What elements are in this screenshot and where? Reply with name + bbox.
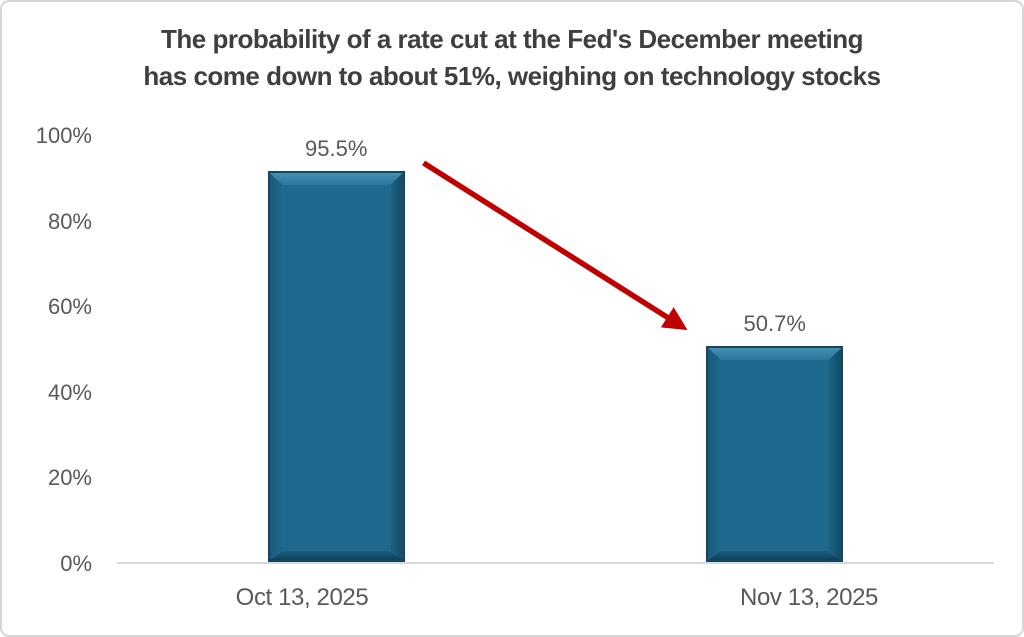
bar-group-nov-13: 50.7% Nov 13, 2025 (706, 136, 878, 611)
y-axis-tick-100: 100% (35, 123, 92, 148)
bar-bevel-shade-right (829, 348, 841, 560)
bar-data-label: 50.7% (743, 311, 806, 337)
bar-oct-13 (267, 171, 405, 562)
bar-bevel-shade-left (708, 348, 720, 560)
chart-title-line-2: has come down to about 51%, weighing on … (143, 61, 881, 91)
y-axis-tick-0: 0% (60, 551, 92, 576)
y-axis-tick-20: 20% (47, 465, 92, 490)
chart-title: The probability of a rate cut at the Fed… (2, 21, 1022, 95)
bar-nov-13 (706, 346, 844, 562)
plot-area: 100% 80% 60% 40% 20% 0% 95.5% Oct 13, 20… (36, 123, 994, 611)
chart-title-line-1: The probability of a rate cut at the Fed… (161, 24, 863, 54)
y-axis-tick-40: 40% (47, 380, 92, 405)
bar-bevel-shade-bottom (708, 551, 841, 560)
y-axis-tick-80: 80% (47, 209, 92, 234)
bar-bevel-shade-left (270, 173, 282, 560)
x-axis-label-nov-13: Nov 13, 2025 (740, 584, 878, 611)
bar-group-oct-13: 95.5% Oct 13, 2025 (236, 136, 405, 611)
bar-bevel-shade-bottom (270, 551, 403, 560)
x-axis-label-oct-13: Oct 13, 2025 (235, 584, 369, 611)
bar-data-label: 95.5% (305, 136, 368, 161)
y-axis-tick-60: 60% (47, 294, 92, 319)
bar-bevel-shade-right (391, 173, 403, 560)
bar-bevel-highlight (708, 348, 841, 360)
bar-bevel-highlight (270, 173, 403, 185)
